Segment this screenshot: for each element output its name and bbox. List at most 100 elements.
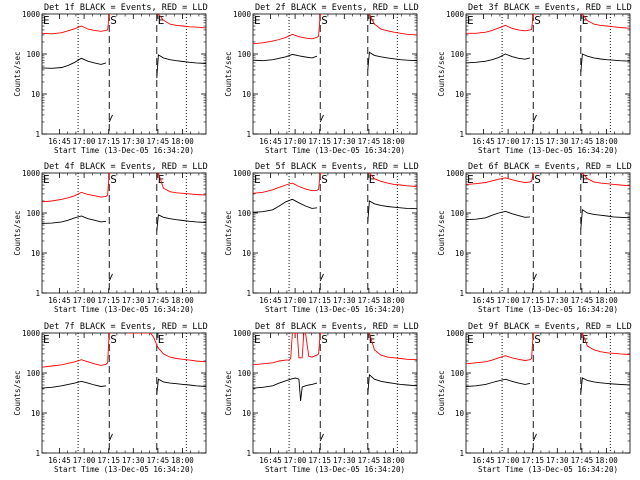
- x-tick-label: 17:30: [546, 456, 569, 465]
- events-series-line: [42, 380, 107, 389]
- x-axis-label: Start Time (13-Dec-05 16:34:20): [54, 146, 194, 155]
- lld-series-line: [580, 173, 630, 187]
- y-tick-label: 1: [246, 449, 251, 458]
- start-marker-label: S: [534, 14, 541, 27]
- y-tick-label: 1000: [22, 10, 41, 19]
- lld-series-line: [580, 14, 630, 29]
- y-axis-label: Counts/sec: [224, 210, 233, 255]
- x-tick-label: 17:00: [284, 296, 307, 305]
- y-tick-label: 100: [450, 369, 464, 378]
- events-series-line: [108, 114, 113, 123]
- end-marker-label: E: [43, 14, 50, 27]
- start-marker-label: S: [534, 333, 541, 346]
- panel-det-4: Det 4f BLACK = Events, RED = LLD 1 10 100 10…: [13, 162, 208, 314]
- y-axis-label: Counts/sec: [13, 370, 22, 415]
- y-tick-label: 100: [237, 209, 251, 218]
- x-axis-label: Start Time (13-Dec-05 16:34:20): [478, 305, 618, 314]
- x-tick-label: 17:00: [497, 456, 520, 465]
- end-marker-label: E: [369, 333, 376, 346]
- lld-series-line: [42, 14, 113, 35]
- events-series-line: [253, 53, 318, 62]
- plot-frame: [252, 332, 418, 454]
- panel-title: Det 7f BLACK = Events, RED = LLD: [44, 322, 208, 332]
- y-tick-label: 10: [242, 409, 252, 418]
- y-tick-label: 1000: [233, 10, 252, 19]
- panel-title: Det 3f BLACK = Events, RED = LLD: [468, 3, 632, 13]
- lld-series-line: [367, 333, 417, 361]
- x-axis-label: Start Time (13-Dec-05 16:34:20): [265, 305, 405, 314]
- x-tick-label: 17:30: [333, 137, 356, 146]
- x-tick-label: 17:30: [333, 296, 356, 305]
- x-tick-label: 17:15: [97, 296, 120, 305]
- x-tick-label: 17:45: [571, 296, 594, 305]
- events-series-line: [156, 378, 206, 394]
- start-marker-label: S: [321, 14, 328, 27]
- x-tick-label: 17:15: [97, 137, 120, 146]
- y-tick-label: 100: [450, 50, 464, 59]
- y-tick-label: 1000: [446, 329, 465, 338]
- x-tick-label: 16:45: [472, 296, 495, 305]
- x-tick-label: 18:00: [595, 137, 618, 146]
- x-tick-label: 16:45: [48, 456, 71, 465]
- x-tick-label: 17:30: [333, 456, 356, 465]
- panel-title: Det 1f BLACK = Events, RED = LLD: [44, 3, 208, 13]
- x-tick-label: 16:45: [472, 137, 495, 146]
- panel-det-7: Det 7f BLACK = Events, RED = LLD 1 10 100 10…: [13, 322, 208, 474]
- x-axis-label: Start Time (13-Dec-05 16:34:20): [478, 465, 618, 474]
- y-axis-label: Counts/sec: [437, 370, 446, 415]
- y-tick-label: 10: [242, 90, 252, 99]
- y-tick-label: 1: [35, 130, 40, 139]
- lld-series-line: [156, 173, 206, 196]
- end-marker-label: E: [254, 173, 261, 186]
- y-axis-label: Counts/sec: [437, 210, 446, 255]
- panel-det-2: Det 2f BLACK = Events, RED = LLD 1 10 100 10…: [224, 3, 419, 155]
- panel-title: Det 2f BLACK = Events, RED = LLD: [255, 3, 419, 13]
- x-tick-label: 17:00: [73, 296, 96, 305]
- events-series-line: [367, 51, 417, 70]
- x-tick-label: 17:45: [358, 456, 381, 465]
- x-tick-label: 18:00: [171, 456, 194, 465]
- x-tick-label: 17:15: [521, 137, 544, 146]
- y-tick-label: 10: [455, 249, 465, 258]
- y-axis-label: Counts/sec: [13, 51, 22, 96]
- events-series-line: [108, 273, 113, 282]
- plot-frame: [465, 172, 631, 294]
- events-series-line: [108, 433, 113, 442]
- x-tick-label: 18:00: [595, 296, 618, 305]
- panel-det-3: Det 3f BLACK = Events, RED = LLD 1 10 100 10…: [437, 3, 632, 155]
- y-tick-label: 1: [35, 449, 40, 458]
- events-series-line: [42, 215, 107, 224]
- end-marker-label: E: [43, 173, 50, 186]
- y-axis-label: Counts/sec: [224, 51, 233, 96]
- panel-title: Det 5f BLACK = Events, RED = LLD: [255, 162, 419, 172]
- lld-series-line: [466, 333, 537, 365]
- panel-title: Det 9f BLACK = Events, RED = LLD: [468, 322, 632, 332]
- panel-det-6: Det 6f BLACK = Events, RED = LLD 1 10 100 10…: [437, 162, 632, 314]
- end-marker-label: E: [369, 173, 376, 186]
- x-tick-label: 18:00: [595, 456, 618, 465]
- plot-frame: [465, 13, 631, 135]
- plot-frame: [252, 13, 418, 135]
- events-series-line: [532, 273, 537, 282]
- panel-det-9: Det 9f BLACK = Events, RED = LLD 1 10 100 10…: [437, 322, 632, 474]
- x-axis-label: Start Time (13-Dec-05 16:34:20): [265, 465, 405, 474]
- x-tick-label: 17:15: [308, 296, 331, 305]
- x-tick-label: 17:45: [571, 456, 594, 465]
- x-tick-label: 18:00: [382, 456, 405, 465]
- end-marker-label: E: [582, 173, 589, 186]
- events-series-line: [319, 433, 324, 442]
- x-tick-label: 16:45: [48, 137, 71, 146]
- y-tick-label: 1: [246, 289, 251, 298]
- x-tick-label: 18:00: [171, 296, 194, 305]
- y-tick-label: 1000: [446, 10, 465, 19]
- events-series-line: [319, 114, 324, 123]
- x-tick-label: 16:45: [48, 296, 71, 305]
- lld-series-line: [580, 333, 630, 355]
- end-marker-label: E: [467, 14, 474, 27]
- events-series-line: [319, 273, 324, 282]
- x-tick-label: 17:30: [122, 296, 145, 305]
- y-tick-label: 1000: [446, 169, 465, 178]
- x-tick-label: 16:45: [259, 137, 282, 146]
- y-tick-label: 100: [450, 209, 464, 218]
- x-tick-label: 17:30: [546, 296, 569, 305]
